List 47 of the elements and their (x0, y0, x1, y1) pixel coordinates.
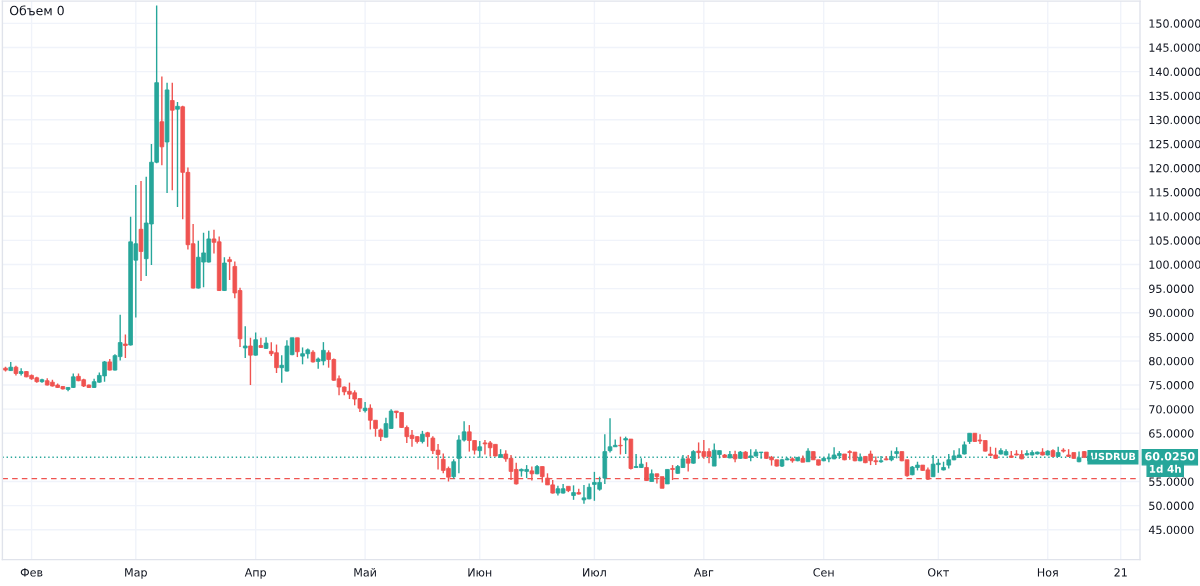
y-tick-label: 45.0000 (1148, 525, 1194, 535)
y-tick-label: 110.0000 (1149, 212, 1200, 221)
y-tick-label: 95.0000 (1149, 284, 1194, 293)
y-tick-label: 70.0000 (1149, 405, 1194, 414)
y-tick-label: 135.0000 (1149, 91, 1200, 101)
y-tick-label: 55.0000 (1149, 477, 1194, 486)
candlestick (253, 331, 258, 357)
y-tick-label: 115.0000 (1149, 188, 1200, 197)
candlestick (169, 81, 175, 191)
candlestick (362, 401, 368, 414)
x-tick-label: Фев (20, 568, 43, 577)
candlestick (248, 337, 253, 386)
candlestick (295, 337, 300, 358)
candlestick (123, 333, 128, 359)
candlestick (138, 180, 144, 282)
y-tick-label: 125.0000 (1149, 139, 1200, 149)
y-tick-label: 90.0000 (1149, 308, 1194, 318)
y-tick-label: 140.0000 (1149, 67, 1200, 76)
y-tick-label: 150.0000 (1149, 19, 1200, 28)
candlestick (242, 325, 248, 359)
annotation: USDRUB (1090, 452, 1136, 461)
x-tick-label: Июл (583, 568, 606, 577)
x-tick-label: Авг (693, 568, 714, 577)
y-tick-label: 75.0000 (1149, 381, 1194, 390)
x-tick-label: Мар (125, 568, 147, 579)
y-tick-label: 145.0000 (1149, 43, 1200, 52)
text: 1d 4h (1149, 464, 1181, 473)
x-tick-label: Июн (468, 568, 492, 577)
candlestick (175, 101, 180, 208)
y-tick-label: 80.0000 (1149, 356, 1194, 366)
y-tick-label: 65.0000 (1149, 429, 1194, 438)
x-tick-label: Сен (813, 568, 834, 577)
x-tick-label: 21 (1114, 568, 1127, 577)
candlestick (258, 337, 264, 349)
annotation: Объем 0 (9, 5, 64, 16)
x-tick-label: Окт (927, 568, 949, 577)
x-tick-label: Май (354, 568, 376, 577)
x-tick-label: Ноя (1037, 568, 1058, 577)
x-tick-label: Апр (244, 568, 267, 579)
y-tick-label: 130.0000 (1149, 115, 1200, 125)
y-tick-label: 100.0000 (1149, 260, 1200, 269)
y-tick-label: 50.0000 (1149, 501, 1194, 510)
candlestick (227, 256, 232, 281)
y-tick-label: 120.0000 (1149, 164, 1200, 173)
y-tick-label: 85.0000 (1149, 332, 1194, 342)
ref-line-label: 60.0250 (1145, 452, 1195, 461)
y-tick-label: 105.0000 (1149, 236, 1200, 245)
